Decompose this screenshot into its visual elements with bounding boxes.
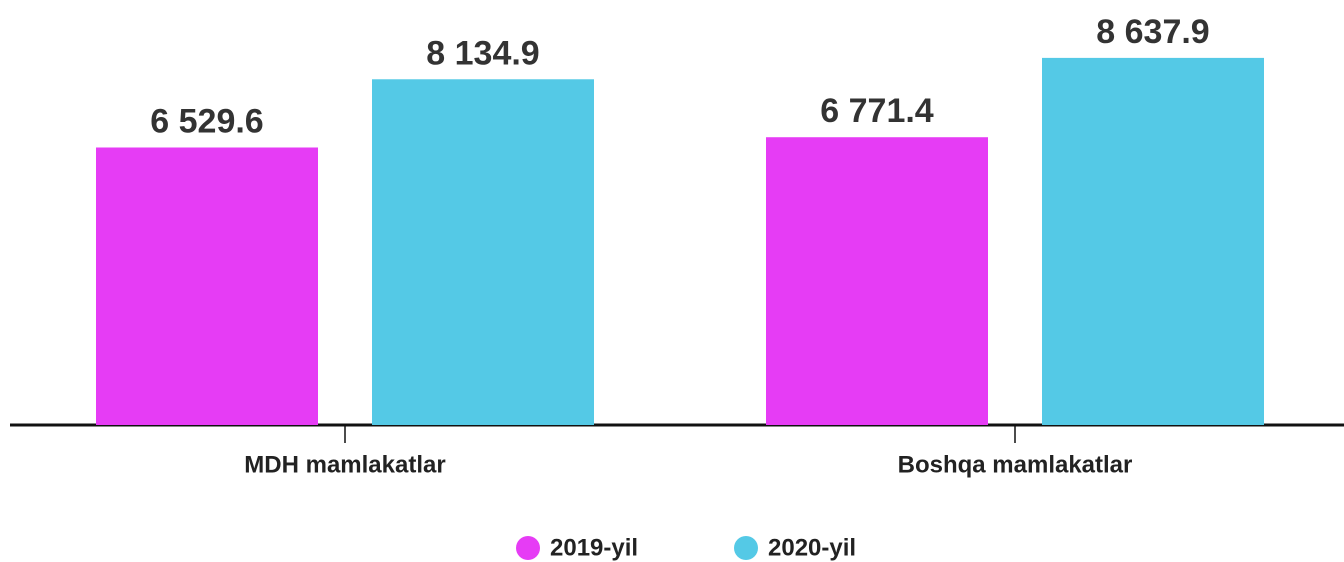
- bar: [766, 137, 988, 425]
- value-label: 8 134.9: [426, 34, 539, 72]
- x-tick-label: Boshqa mamlakatlar: [898, 451, 1133, 478]
- value-label: 8 637.9: [1096, 13, 1209, 51]
- legend-marker: [734, 536, 758, 560]
- bar: [96, 147, 318, 425]
- legend-label: 2019-yil: [550, 534, 638, 561]
- legend-label: 2020-yil: [768, 534, 856, 561]
- bar: [1042, 57, 1264, 425]
- legend-marker: [516, 536, 540, 560]
- value-label: 6 771.4: [820, 92, 934, 130]
- x-tick-label: MDH mamlakatlar: [244, 451, 445, 478]
- value-label: 6 529.6: [150, 102, 263, 140]
- bar: [372, 79, 594, 425]
